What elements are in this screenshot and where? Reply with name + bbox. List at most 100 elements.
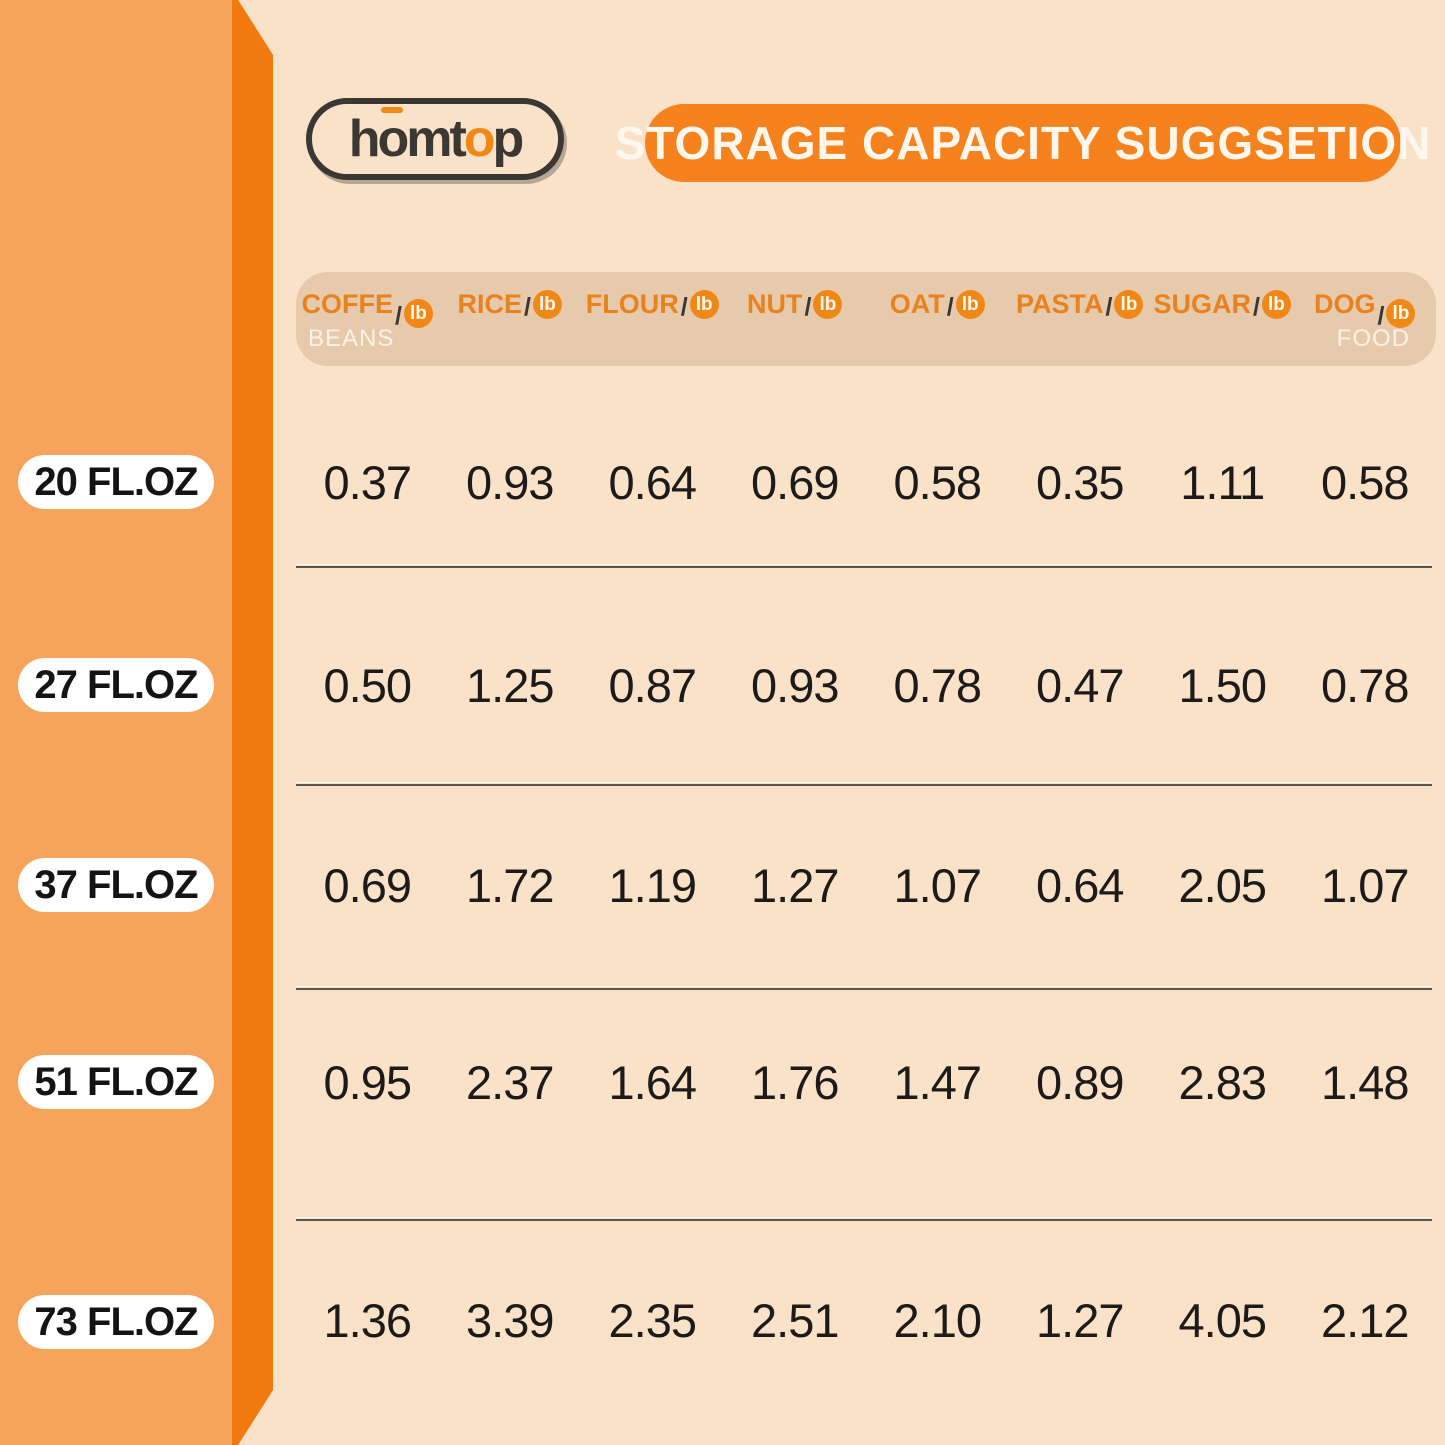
cell-value: 1.76 — [751, 1055, 839, 1109]
column-name: FLOUR — [585, 289, 679, 319]
slash: / — [524, 293, 531, 321]
table-row: 1.36 3.39 2.35 2.51 2.10 1.27 4.05 2.12 — [296, 1290, 1436, 1350]
column-name: PASTA — [1016, 289, 1104, 319]
row-label-text: 37 FL.OZ — [34, 862, 198, 907]
lb-unit-badge: lb — [689, 290, 719, 319]
row-divider — [296, 564, 1432, 568]
cell-value: 1.07 — [1321, 858, 1409, 912]
lb-unit-badge: lb — [955, 290, 985, 319]
cell-value: 2.83 — [1178, 1055, 1267, 1109]
cell-value: 1.25 — [466, 658, 554, 712]
logo-letter-macron-o: o — [377, 107, 409, 168]
row-divider — [296, 782, 1432, 786]
table-row: 0.69 1.72 1.19 1.27 1.07 0.64 2.05 1.07 — [296, 855, 1436, 915]
row-label-text: 73 FL.OZ — [34, 1299, 198, 1344]
slash: / — [395, 302, 402, 330]
cell-value: 0.69 — [751, 455, 839, 509]
cell-value: 4.05 — [1178, 1293, 1267, 1347]
row-label-text: 20 FL.OZ — [34, 459, 198, 504]
cell-value: 1.64 — [608, 1055, 697, 1109]
cell-value: 1.47 — [893, 1055, 982, 1109]
cell-value: 2.35 — [608, 1293, 697, 1347]
cell-value: 0.78 — [1321, 658, 1409, 712]
row-label-20floz: 20 FL.OZ — [18, 455, 214, 509]
cell-value: 1.36 — [323, 1293, 412, 1347]
lb-unit-badge: lb — [403, 299, 433, 328]
cell-value: 0.37 — [323, 455, 412, 509]
cell-value: 0.64 — [1036, 858, 1124, 912]
row-divider — [296, 1217, 1432, 1221]
cell-value: 0.93 — [466, 455, 554, 509]
cell-value: 0.64 — [608, 455, 697, 509]
column-header-rice: RICE / lb — [439, 272, 582, 366]
cell-value: 2.12 — [1321, 1293, 1409, 1347]
lb-unit-badge: lb — [1261, 290, 1291, 319]
homtop-logo: h o mt o p — [306, 98, 564, 180]
cell-value: 2.05 — [1178, 858, 1267, 912]
cell-value: 0.69 — [323, 858, 412, 912]
page-title: STORAGE CAPACITY SUGGSETION — [614, 117, 1432, 169]
cell-value: 1.48 — [1321, 1055, 1409, 1109]
logo-letter: p — [492, 110, 525, 168]
row-label-27floz: 27 FL.OZ — [18, 658, 214, 712]
column-subname: FOOD — [1336, 325, 1410, 352]
slash: / — [680, 293, 688, 321]
cell-value: 1.27 — [1036, 1293, 1124, 1347]
column-name: NUT — [747, 289, 803, 319]
logo-letter: h — [348, 110, 381, 168]
slash: / — [1105, 293, 1113, 321]
cell-value: 0.78 — [893, 658, 982, 712]
table-header: COFFE / lb BEANS RICE / lb FLOUR / lb NUT /… — [296, 272, 1436, 366]
cell-value: 1.11 — [1180, 455, 1265, 509]
row-divider — [296, 986, 1432, 990]
cell-value: 3.39 — [466, 1293, 554, 1347]
logo-jar-icon: o — [463, 110, 496, 168]
row-label-37floz: 37 FL.OZ — [18, 858, 214, 912]
accent-band — [232, 0, 273, 1445]
table-row: 0.95 2.37 1.64 1.76 1.47 0.89 2.83 1.48 — [296, 1052, 1436, 1112]
column-header-nut: NUT / lb — [724, 272, 867, 366]
cell-value: 0.47 — [1036, 658, 1124, 712]
logo-wordmark: h o mt o p — [348, 107, 525, 168]
cell-value: 1.27 — [751, 858, 839, 912]
column-header-pasta: PASTA / lb — [1009, 272, 1152, 366]
column-header-flour: FLOUR / lb — [581, 272, 724, 366]
lb-unit-badge: lb — [813, 290, 843, 319]
cell-value: 0.50 — [323, 658, 412, 712]
cell-value: 1.07 — [893, 858, 982, 912]
slash: / — [946, 293, 954, 321]
cell-value: 0.58 — [893, 455, 982, 509]
column-name: SUGAR — [1153, 289, 1252, 319]
lb-unit-badge: lb — [532, 290, 562, 319]
column-name: DOG — [1314, 289, 1376, 319]
logo-letter: mt — [406, 110, 467, 168]
column-name: RICE — [457, 289, 523, 319]
table-row: 0.37 0.93 0.64 0.69 0.58 0.35 1.11 0.58 — [296, 452, 1436, 512]
row-label-text: 27 FL.OZ — [34, 662, 198, 707]
cell-value: 1.50 — [1178, 658, 1267, 712]
row-label-text: 51 FL.OZ — [34, 1059, 198, 1104]
column-name: OAT — [889, 289, 945, 319]
cell-value: 1.72 — [466, 858, 554, 912]
cell-value: 0.35 — [1036, 455, 1124, 509]
cell-value: 0.95 — [323, 1055, 412, 1109]
cell-value: 0.93 — [751, 658, 839, 712]
left-sidebar — [0, 0, 232, 1445]
title-banner: STORAGE CAPACITY SUGGSETION — [615, 104, 1430, 182]
column-header-coffe-beans: COFFE / lb BEANS — [296, 272, 439, 366]
slash: / — [804, 293, 812, 321]
cell-value: 1.19 — [608, 858, 697, 912]
cell-value: 0.89 — [1036, 1055, 1124, 1109]
lb-unit-badge: lb — [1114, 290, 1144, 319]
cell-value: 2.37 — [466, 1055, 554, 1109]
cell-value: 0.58 — [1321, 455, 1409, 509]
column-header-dog-food: DOG / lb FOOD — [1294, 272, 1437, 366]
column-header-oat: OAT / lb — [866, 272, 1009, 366]
slash: / — [1253, 293, 1260, 321]
row-label-73floz: 73 FL.OZ — [18, 1295, 214, 1349]
table-row: 0.50 1.25 0.87 0.93 0.78 0.47 1.50 0.78 — [296, 655, 1436, 715]
column-subname: BEANS — [308, 325, 395, 352]
column-header-sugar: SUGAR / lb — [1151, 272, 1294, 366]
lb-unit-badge: lb — [1386, 299, 1416, 328]
